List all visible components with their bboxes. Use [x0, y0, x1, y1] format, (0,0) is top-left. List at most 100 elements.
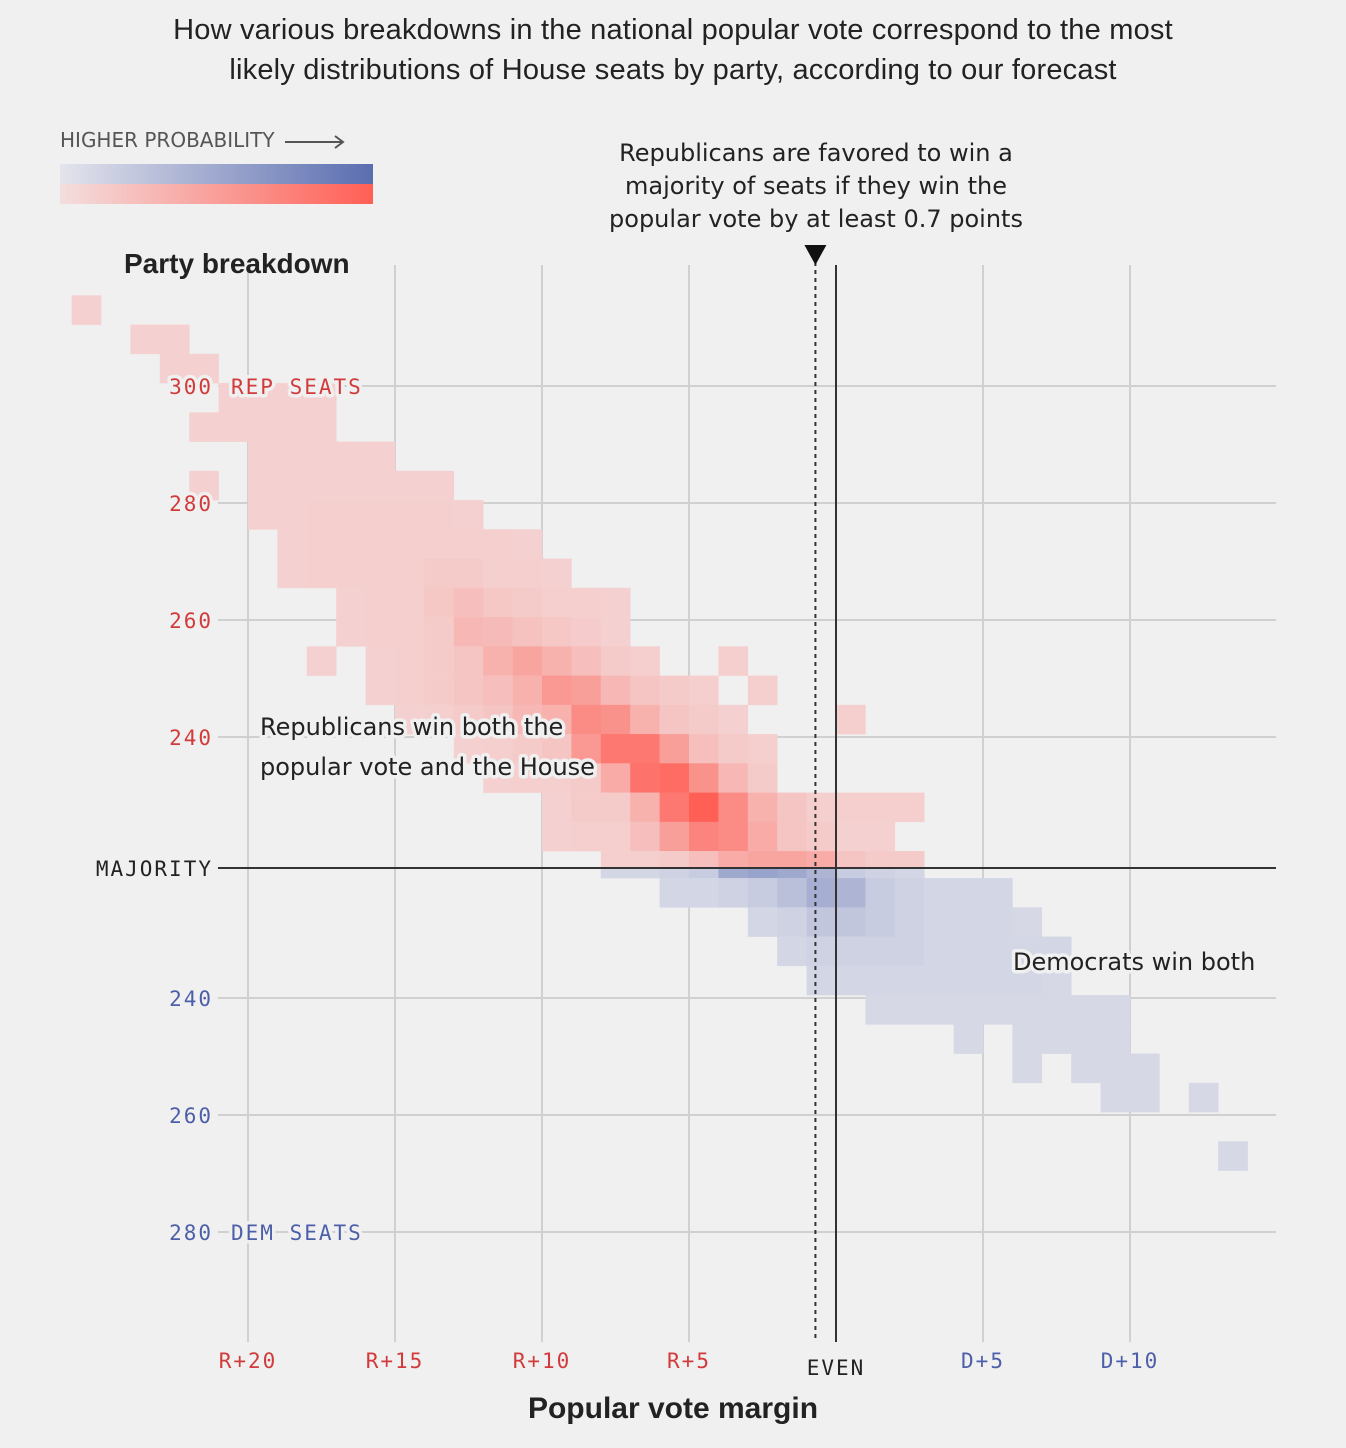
- heatmap-cell-rep: [512, 704, 543, 735]
- heatmap-cell-dem: [1041, 965, 1072, 996]
- heatmap-cell-rep: [747, 851, 778, 869]
- heatmap-cell-dem: [806, 868, 837, 879]
- threshold-annotation: Republicans are favored to win a majorit…: [556, 137, 1076, 236]
- y-tick-label-rep: 260: [169, 609, 213, 633]
- chart-title-line-1: How various breakdowns in the national p…: [173, 14, 1173, 46]
- heatmap-cell-rep: [718, 646, 749, 676]
- heatmap-cell-dem: [1071, 1053, 1101, 1084]
- y-tick-label-rep: 300: [169, 375, 213, 399]
- heatmap-cell-rep: [512, 529, 543, 559]
- heatmap-cell-rep: [600, 792, 631, 823]
- heatmap-cell-rep: [689, 704, 719, 735]
- heatmap-cell-rep: [718, 704, 749, 735]
- heatmap-cell-rep: [718, 821, 749, 852]
- heatmap-cell-rep: [248, 412, 278, 442]
- heatmap-cell-rep: [306, 383, 337, 413]
- y-tick-label-dem: 260: [169, 1104, 213, 1128]
- heatmap-cell-rep: [777, 792, 807, 823]
- heatmap-cell-dem: [894, 907, 925, 937]
- heatmap-cell-rep: [365, 646, 396, 676]
- heatmap-cell-rep: [277, 441, 308, 472]
- y-axis-dem-seats-label: DEM SEATS: [231, 1221, 363, 1245]
- heatmap-cell-rep: [512, 558, 543, 589]
- x-axis-title: Popular vote margin: [527, 1392, 819, 1425]
- heatmap-cell-dem: [777, 868, 807, 879]
- heatmap-cell-rep: [689, 792, 719, 823]
- heatmap-cell-rep: [248, 383, 278, 413]
- heatmap-cell-rep: [659, 851, 690, 869]
- heatmap-cell-rep: [306, 470, 337, 501]
- heatmap-cell-rep: [600, 704, 631, 735]
- heatmap-cell-rep: [542, 792, 572, 823]
- heatmap-cell-rep: [542, 704, 572, 735]
- threshold-annotation-line: popular vote by at least 0.7 points: [609, 205, 1023, 233]
- threshold-marker-icon: [804, 245, 827, 265]
- heatmap-cell-rep: [836, 792, 866, 823]
- heatmap-cell-rep: [659, 763, 690, 793]
- y-tick-label-dem: 280: [169, 1221, 213, 1245]
- heatmap-cell-rep: [453, 704, 484, 735]
- heatmap-cell-rep: [630, 792, 660, 823]
- heatmap-cell-rep: [483, 558, 513, 589]
- heatmap-cell-rep: [218, 383, 249, 413]
- threshold-annotation-line: Republicans are favored to win a: [619, 139, 1013, 167]
- heatmap-cell-dem: [865, 965, 896, 996]
- heatmap-cell-dem: [689, 868, 719, 879]
- heatmap-cell-rep: [630, 646, 660, 676]
- heatmap-cell-dem: [1012, 1053, 1043, 1084]
- heatmap-cell-rep: [630, 704, 660, 735]
- majority-label: MAJORITY: [96, 857, 213, 881]
- heatmap-cell-rep: [336, 500, 366, 530]
- heatmap-cell-rep: [424, 529, 455, 559]
- heatmap-cell-rep: [836, 821, 866, 852]
- heatmap-cell-rep: [424, 646, 455, 676]
- heatmap-cell-dem: [747, 868, 778, 879]
- heatmap-cell-dem: [1041, 1024, 1072, 1054]
- heatmap-cell-rep: [248, 470, 278, 501]
- heatmap-cell-rep: [395, 617, 425, 647]
- heatmap-cell-dem: [894, 936, 925, 967]
- heatmap-cell-rep: [659, 675, 690, 706]
- heatmap-cell-rep: [542, 646, 572, 676]
- heatmap-cell-rep: [306, 500, 337, 530]
- rep-win-annotation: popular vote and the House: [260, 753, 595, 781]
- heatmap-cell-rep: [806, 821, 837, 852]
- heatmap-cell-dem: [1100, 1024, 1131, 1054]
- heatmap-cell-rep: [600, 821, 631, 852]
- heatmap-cell-rep: [630, 734, 660, 764]
- heatmap-cell-rep: [600, 617, 631, 647]
- heatmap-cell-rep: [512, 734, 543, 764]
- heatmap-cell-rep: [483, 646, 513, 676]
- x-tick-label: R+10: [513, 1349, 572, 1373]
- heatmap-cell-dem: [894, 868, 925, 879]
- heatmap-cell-rep: [512, 587, 543, 618]
- heatmap-cell-rep: [365, 500, 396, 530]
- heatmap-cell-dem: [806, 878, 837, 908]
- heatmap-cell-rep: [600, 763, 631, 793]
- gridlines: [218, 265, 1276, 1342]
- heatmap-cell-rep: [453, 500, 484, 530]
- heatmap-cell-rep: [571, 617, 602, 647]
- heatmap-cell-rep: [689, 763, 719, 793]
- heatmap-cell-rep: [483, 704, 513, 735]
- heatmap-cell-rep: [71, 295, 102, 325]
- heatmap-cell-dem: [1012, 907, 1043, 937]
- heatmap-cell-dem: [983, 878, 1013, 908]
- heatmap-cell-dem: [865, 907, 896, 937]
- heatmap-cell-rep: [189, 470, 219, 501]
- heatmap-cell-rep: [395, 529, 425, 559]
- heatmap-cell-rep: [600, 587, 631, 618]
- heatmap-cell-rep: [571, 704, 602, 735]
- heatmap-cell-rep: [689, 734, 719, 764]
- heatmap-cell-rep: [365, 675, 396, 706]
- right-arrow-icon: [284, 134, 345, 149]
- heatmap-cell-dem: [1012, 1024, 1043, 1054]
- heatmap-cell-dem: [806, 907, 837, 937]
- legend-label: HIGHER PROBABILITY: [60, 128, 345, 152]
- x-tick-label: D+10: [1101, 1349, 1160, 1373]
- heatmap-cell-dem: [1100, 995, 1131, 1025]
- heatmap-cell-dem: [718, 878, 749, 908]
- heatmap-cell-dem: [747, 907, 778, 937]
- heatmap-cell-rep: [718, 734, 749, 764]
- heatmap-cell-rep: [571, 821, 602, 852]
